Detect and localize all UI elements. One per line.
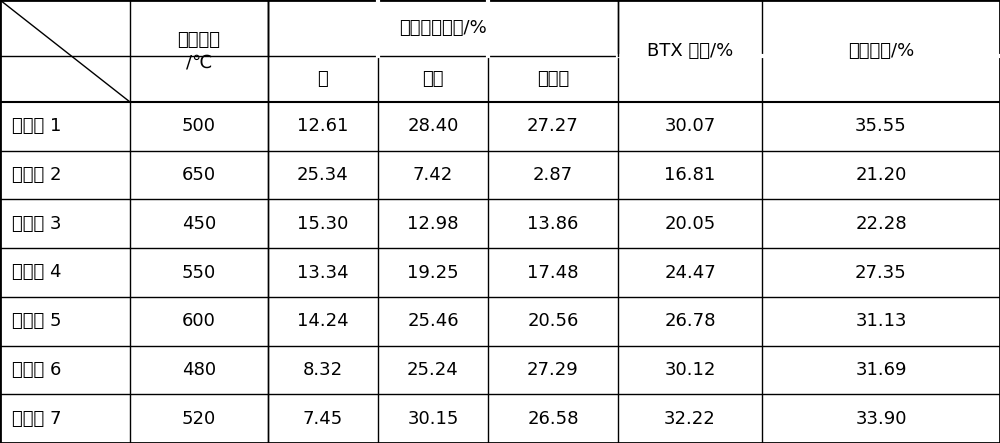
Text: 芳烃收率/%: 芳烃收率/% xyxy=(848,42,914,60)
Text: 650: 650 xyxy=(182,166,216,184)
Text: 28.40: 28.40 xyxy=(407,117,459,136)
Text: 二甲苯: 二甲苯 xyxy=(537,70,569,88)
Text: 反应温度: 反应温度 xyxy=(178,31,220,49)
Text: 30.07: 30.07 xyxy=(664,117,716,136)
Text: 480: 480 xyxy=(182,361,216,379)
Text: BTX 收率/%: BTX 收率/% xyxy=(647,42,733,60)
Text: 15.30: 15.30 xyxy=(297,215,349,233)
Text: 24.47: 24.47 xyxy=(664,264,716,281)
Text: 8.32: 8.32 xyxy=(303,361,343,379)
Text: 实施例 1: 实施例 1 xyxy=(12,117,61,136)
Text: 实施例 6: 实施例 6 xyxy=(12,361,61,379)
Text: 450: 450 xyxy=(182,215,216,233)
Text: 7.45: 7.45 xyxy=(303,410,343,427)
Text: 25.24: 25.24 xyxy=(407,361,459,379)
Text: 7.42: 7.42 xyxy=(413,166,453,184)
Text: 22.28: 22.28 xyxy=(855,215,907,233)
Text: /℃: /℃ xyxy=(186,53,212,71)
Text: 35.55: 35.55 xyxy=(855,117,907,136)
Text: 30.12: 30.12 xyxy=(664,361,716,379)
Text: 520: 520 xyxy=(182,410,216,427)
Text: 苯: 苯 xyxy=(318,70,328,88)
Text: 32.22: 32.22 xyxy=(664,410,716,427)
Text: 实施例 3: 实施例 3 xyxy=(12,215,62,233)
Text: 2.87: 2.87 xyxy=(533,166,573,184)
Text: 27.35: 27.35 xyxy=(855,264,907,281)
Text: 31.69: 31.69 xyxy=(855,361,907,379)
Text: 25.34: 25.34 xyxy=(297,166,349,184)
Text: 12.61: 12.61 xyxy=(297,117,349,136)
Text: 实施例 4: 实施例 4 xyxy=(12,264,62,281)
Text: 19.25: 19.25 xyxy=(407,264,459,281)
Text: 16.81: 16.81 xyxy=(664,166,716,184)
Text: 甲苯: 甲苯 xyxy=(422,70,444,88)
Text: 33.90: 33.90 xyxy=(855,410,907,427)
Text: 12.98: 12.98 xyxy=(407,215,459,233)
Text: 21.20: 21.20 xyxy=(855,166,907,184)
Text: 500: 500 xyxy=(182,117,216,136)
Text: 实施例 7: 实施例 7 xyxy=(12,410,62,427)
Text: 26.78: 26.78 xyxy=(664,312,716,330)
Text: 26.58: 26.58 xyxy=(527,410,579,427)
Text: 27.27: 27.27 xyxy=(527,117,579,136)
Text: 20.56: 20.56 xyxy=(527,312,579,330)
Text: 550: 550 xyxy=(182,264,216,281)
Text: 13.34: 13.34 xyxy=(297,264,349,281)
Text: 13.86: 13.86 xyxy=(527,215,579,233)
Text: 液相质量分数/%: 液相质量分数/% xyxy=(399,19,487,37)
Text: 14.24: 14.24 xyxy=(297,312,349,330)
Text: 17.48: 17.48 xyxy=(527,264,579,281)
Text: 31.13: 31.13 xyxy=(855,312,907,330)
Text: 实施例 5: 实施例 5 xyxy=(12,312,62,330)
Text: 600: 600 xyxy=(182,312,216,330)
Text: 27.29: 27.29 xyxy=(527,361,579,379)
Text: 实施例 2: 实施例 2 xyxy=(12,166,62,184)
Text: 30.15: 30.15 xyxy=(407,410,459,427)
Text: 20.05: 20.05 xyxy=(664,215,716,233)
Text: 25.46: 25.46 xyxy=(407,312,459,330)
